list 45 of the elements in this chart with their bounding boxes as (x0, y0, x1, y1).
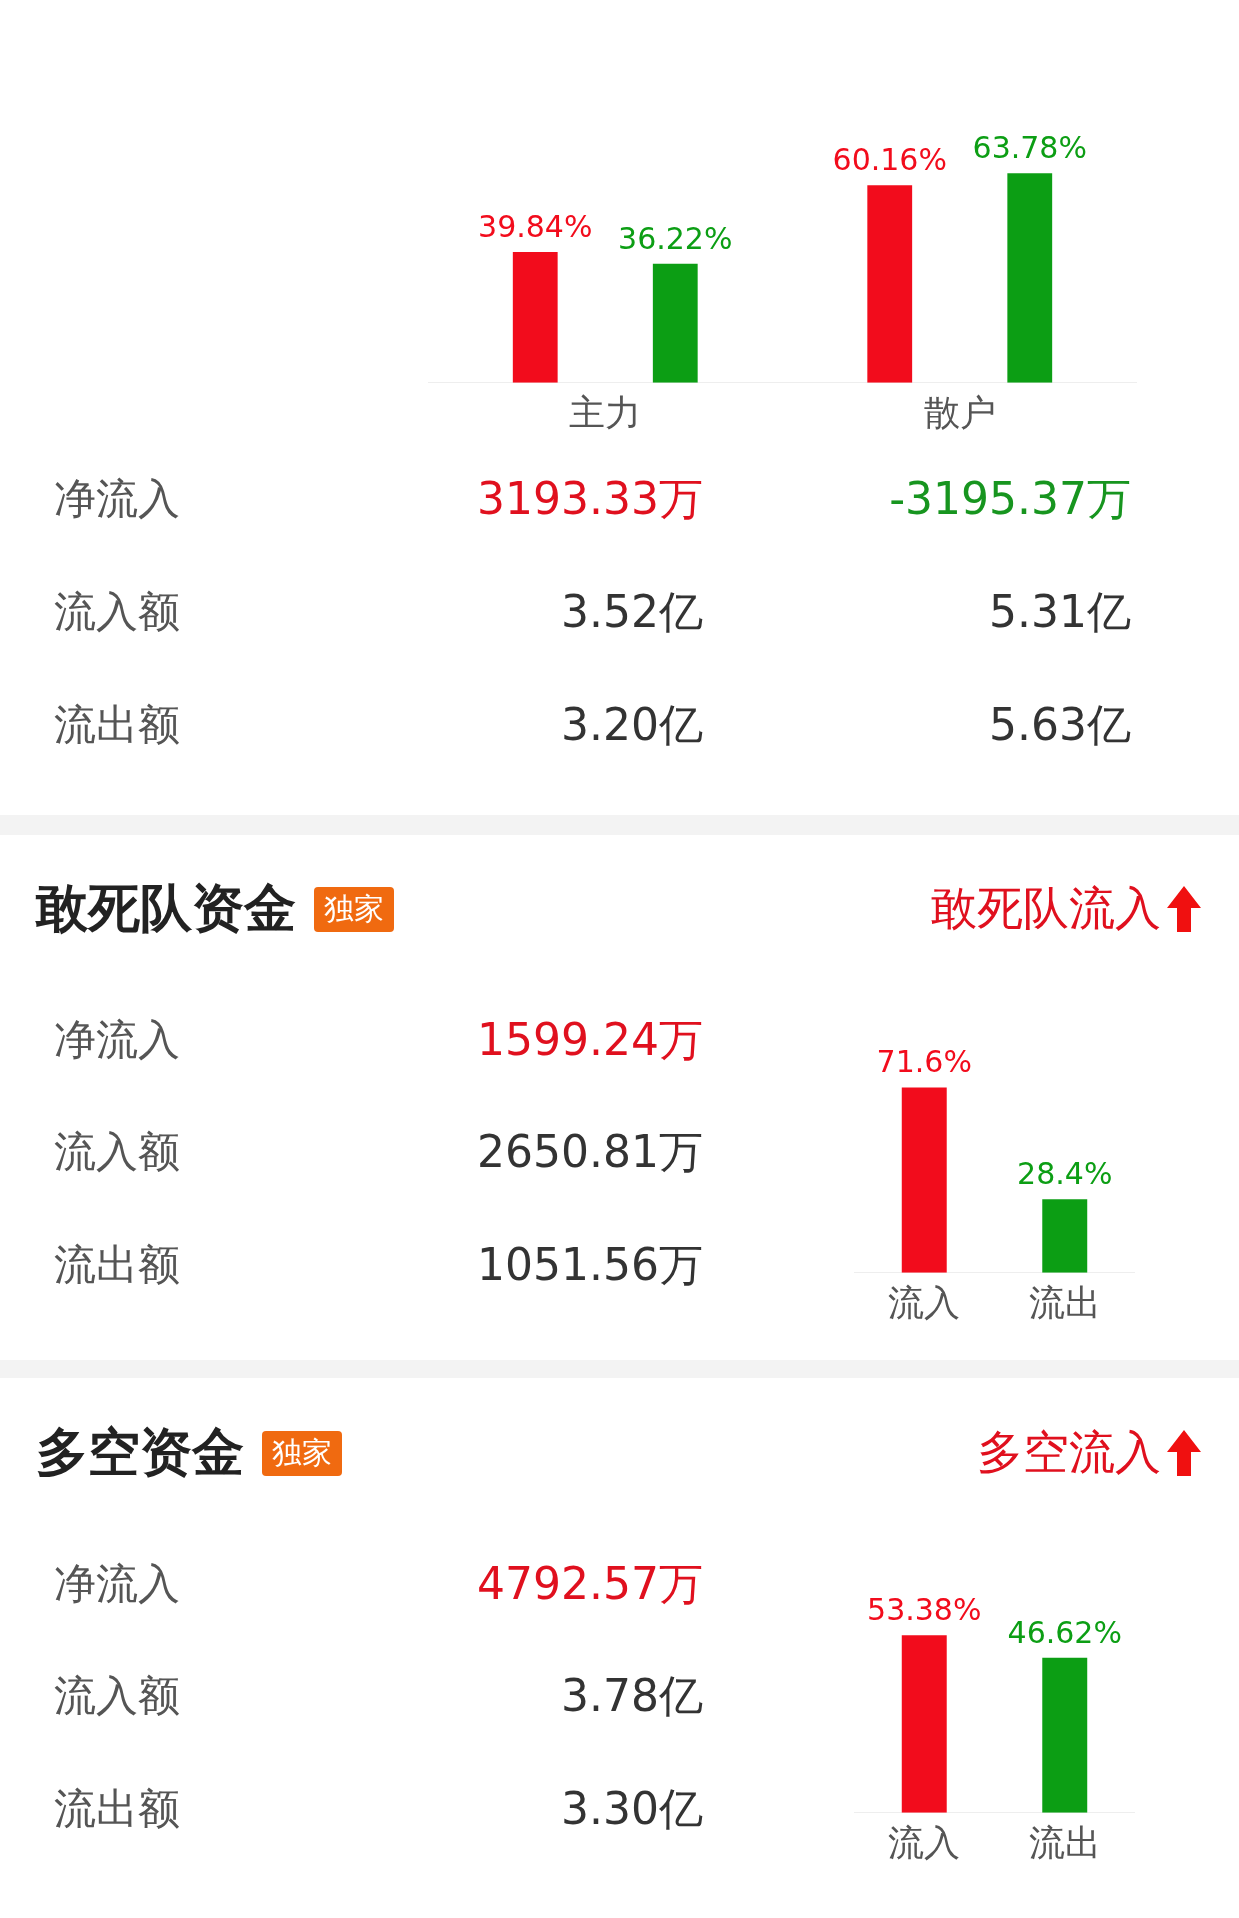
text: 敢死队流入 (931, 880, 1161, 937)
x-tick-label: 流出 (1028, 1281, 1101, 1323)
data-label: 3193.33万 (477, 472, 703, 526)
data-label: 53.38% (867, 1592, 982, 1628)
x-tick-label: 流出 (1028, 1821, 1101, 1863)
data-label: 3.30亿 (561, 1782, 703, 1836)
category-label: 净流入 (54, 473, 180, 525)
data-label: 4792.57万 (477, 1557, 703, 1611)
text: 多空流入 (977, 1424, 1161, 1481)
data-label: 60.16% (832, 141, 947, 177)
category-label: 流出额 (54, 1783, 180, 1835)
x-tick-label: 主力 (569, 391, 642, 433)
category-label: 流入额 (54, 1126, 180, 1178)
category-label: 净流入 (54, 1014, 180, 1066)
data-label: -3195.37万 (889, 472, 1131, 526)
bar (652, 263, 698, 383)
data-label: 3.78亿 (561, 1669, 703, 1723)
category-label: 流出额 (54, 699, 180, 751)
text: 独家 (262, 1430, 342, 1476)
data-label: 46.62% (1007, 1614, 1122, 1650)
bar (512, 251, 558, 383)
text: 敢死队资金 (36, 877, 296, 940)
category-label: 流入额 (54, 586, 180, 638)
data-label: 1051.56万 (477, 1238, 703, 1292)
data-label: 3.20亿 (561, 698, 703, 752)
bar (867, 185, 913, 383)
data-label: 28.4% (1017, 1156, 1113, 1192)
category-label: 净流入 (54, 1558, 180, 1610)
data-label: 5.31亿 (989, 585, 1131, 639)
x-tick-label: 流入 (888, 1821, 961, 1863)
data-label: 36.22% (618, 220, 733, 256)
data-label: 2650.81万 (477, 1125, 703, 1179)
data-label: 71.6% (876, 1044, 972, 1080)
text: 独家 (314, 886, 394, 932)
text: 多空资金 (36, 1421, 244, 1484)
data-label: 39.84% (478, 208, 593, 244)
bar (1007, 173, 1053, 383)
data-label: 3.52亿 (561, 585, 703, 639)
data-label: 5.63亿 (989, 698, 1131, 752)
category-label: 流入额 (54, 1670, 180, 1722)
category-label: 流出额 (54, 1239, 180, 1291)
x-tick-label: 流入 (888, 1281, 961, 1323)
x-tick-label: 散户 (923, 391, 996, 433)
data-label: 1599.24万 (477, 1013, 703, 1067)
data-label: 63.78% (972, 130, 1087, 166)
